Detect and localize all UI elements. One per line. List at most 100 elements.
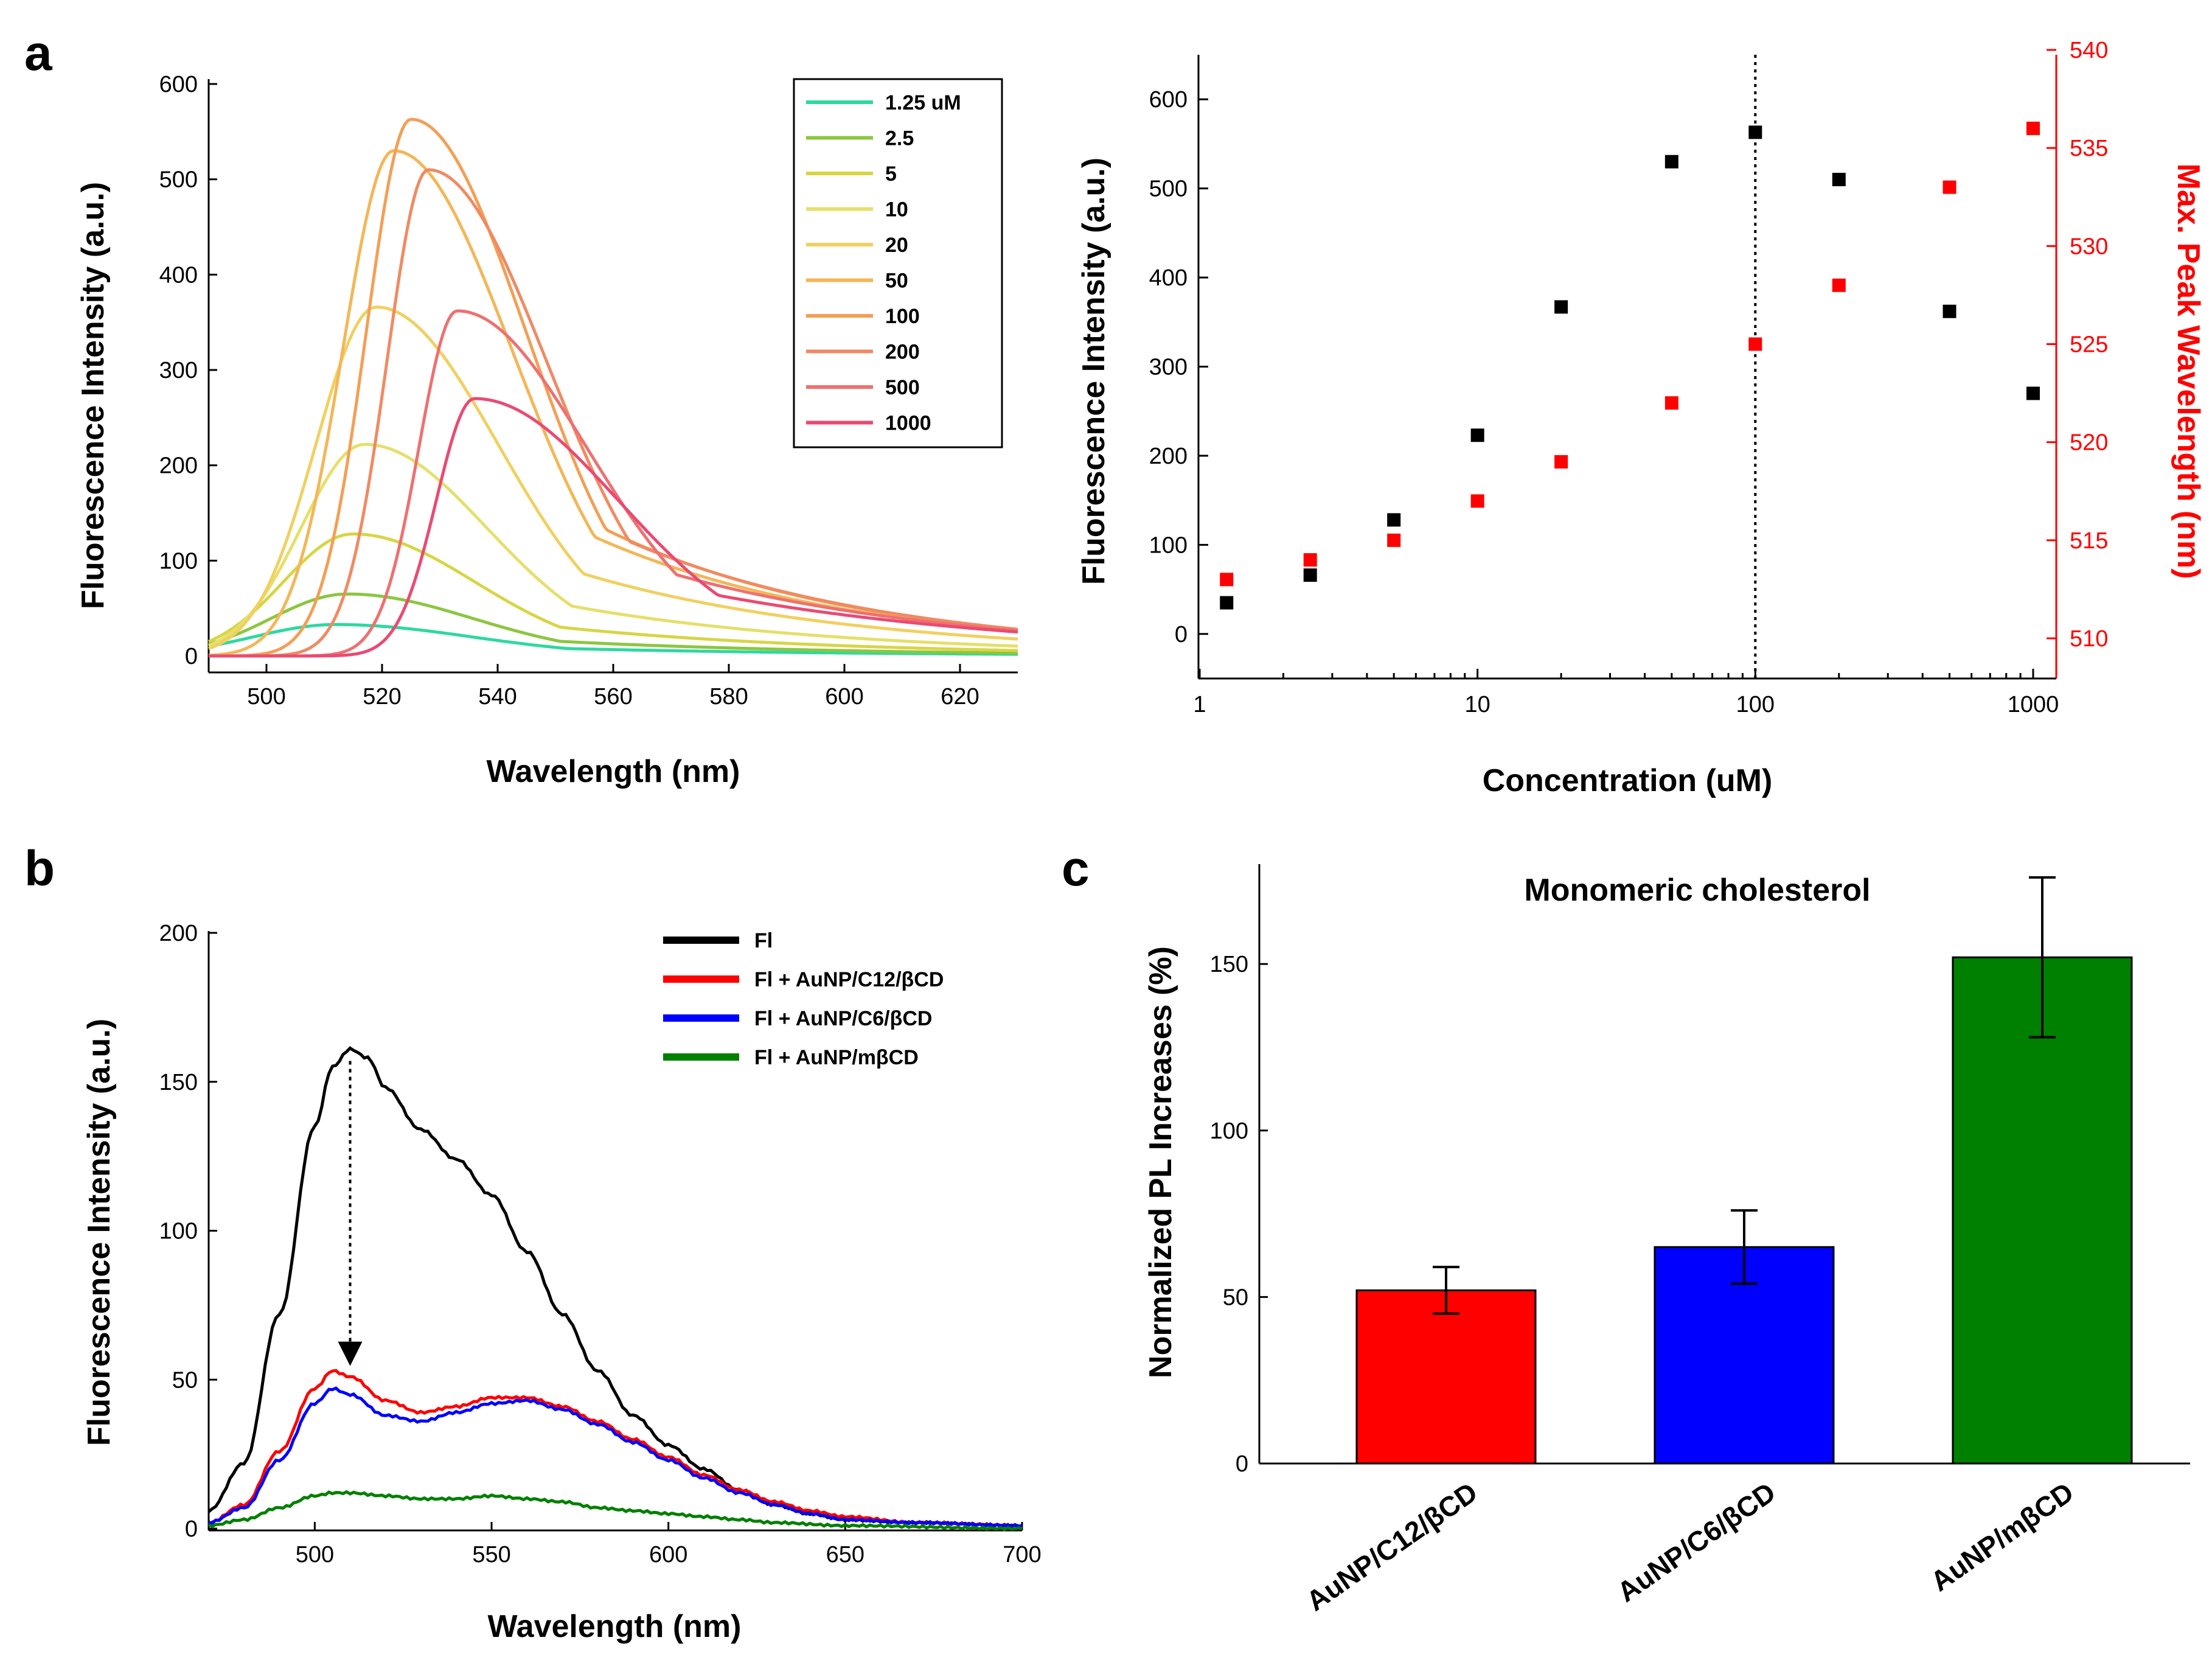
y-tick-label: 0 [185,1516,198,1542]
chart-title: Monomeric cholesterol [1524,873,1870,908]
y-tick-label: 150 [159,1070,198,1095]
y2-tick-label: 525 [2070,332,2108,358]
y-tick-label: 0 [1175,622,1188,647]
scatter-series [1220,55,2040,679]
wavelength-point [1748,337,1762,351]
legend-label-5: 50 [885,270,908,293]
y-axis-label: Fluorescence Intensity (a.u.) [82,1019,117,1446]
panel-c-bar-chart: 0 50 100 150 AuNP/C12/βCD AuNP/C6/βCD AuNP/mβC… [1143,864,2190,1617]
bar-0 [1355,1289,1537,1465]
y-tick-label: 50 [172,1367,198,1393]
y-tick-label: 100 [1210,1118,1248,1144]
x-tick-label: 520 [363,684,401,710]
y-tick-label: 100 [1149,532,1188,558]
y-tick-label: 50 [1223,1285,1248,1310]
legend-label-2: 5 [885,162,897,186]
intensity-point [1387,513,1401,527]
panel-label-a: a [24,26,53,81]
intensity-point [1470,428,1484,442]
legend-label-1: Fl + AuNP/C12/βCD [754,968,944,991]
category-label-1: AuNP/C6/βCD [1612,1476,1781,1608]
y-tick-label: 200 [159,453,198,479]
wavelength-point [1220,573,1234,587]
wavelength-point [1664,396,1678,410]
y-tick-label: 200 [1149,444,1188,469]
x-tick-label: 600 [649,1542,687,1568]
y-tick-label: 400 [1149,265,1188,291]
y-tick-label: 500 [159,167,198,193]
spectrum-line-3 [208,442,1018,648]
spectrum-line-8 [209,309,1018,658]
category-label-0: AuNP/C12/βCD [1301,1476,1483,1617]
wavelength-point [1554,455,1568,469]
x-axis-label: Wavelength (nm) [487,754,740,789]
bar-series [1355,876,2133,1465]
sample-legend: Fl Fl + AuNP/C12/βCD Fl + AuNP/C6/βCD Fl + … [663,929,944,1069]
y-tick-label: 400 [159,262,198,288]
y2-tick-label: 530 [2070,234,2108,259]
panel-label-c: c [1062,841,1090,896]
intensity-point [1942,304,1956,318]
x-tick-label: 580 [709,684,748,710]
spectrum-line-4 [208,305,1018,651]
y2-tick-label: 535 [2070,136,2108,161]
legend-label-6: 100 [885,305,920,328]
axis-ticks: 500 550 600 650 700 0 50 100 150 200 [159,921,1042,1568]
legend-label-0: 1.25 uM [885,91,961,114]
intensity-point [1554,300,1568,314]
x-tick-label: 600 [825,684,863,710]
x-tick-label: 500 [247,684,285,710]
y-tick-label: 500 [1149,176,1188,202]
x-tick-label: 540 [478,684,516,710]
x-tick-label: 700 [1003,1542,1041,1568]
x-tick-label: 1 [1193,692,1206,717]
axis-ticks: 1 10 100 1000 0 100 200 300 400 500 600 510 515 520 52… [1149,38,2109,717]
spectrum-line-2 [207,532,1018,652]
legend-label-2: Fl + AuNP/C6/βCD [754,1007,932,1030]
spectra-series [207,117,1018,658]
x-tick-label: 650 [826,1542,864,1568]
y-tick-label: 0 [185,644,198,669]
y-axis-label: Normalized PL Increases (%) [1143,946,1178,1378]
y-tick-label: 600 [159,72,198,97]
legend-label-7: 200 [885,341,920,364]
wavelength-point [2026,121,2040,135]
spectrum-line-0 [207,1046,1023,1528]
category-label-2: AuNP/mβCD [1925,1476,2079,1597]
y2-tick-label: 540 [2070,38,2108,63]
spectrum-line-2 [208,1386,1023,1529]
quench-arrow-head [338,1341,363,1366]
intensity-point [1664,155,1678,169]
intensity-point [2026,386,2040,400]
axis-ticks: 0 50 100 150 AuNP/C12/βCD AuNP/C6/βCD AuNP/mβC… [1210,952,2079,1617]
intensity-point [1220,596,1234,610]
x-tick-label: 500 [296,1542,334,1568]
y-tick-label: 150 [1210,952,1248,977]
panel-label-b: b [24,841,55,896]
legend-label-0: Fl [754,929,773,952]
panel-a-spectra-chart: 500 520 540 560 580 600 6200100200300400500600… [75,72,1018,789]
x-tick-label: 1000 [2008,692,2059,717]
y2-tick-label: 520 [2070,430,2108,456]
x-tick-label: 620 [941,684,979,710]
spectra-series [207,1046,1023,1532]
legend-label-1: 2.5 [885,127,914,150]
y-tick-label: 100 [159,548,198,574]
panel-b-spectra-chart: 500 550 600 650 700 0 50 100 150 200 Fl Fl + AuNP/… [82,921,1042,1644]
legend-label-3: Fl + AuNP/mβCD [754,1046,919,1069]
concentration-legend: 1.25 uM 2.5 5 10 20 50 100 200 500 1000 [793,78,1003,448]
y-tick-label: 300 [159,358,198,383]
x-axis-label: Concentration (uM) [1483,763,1773,798]
legend-label-8: 500 [885,376,920,399]
y-axis-label: Fluorescence Intensity (a.u.) [75,182,111,609]
x-tick-label: 10 [1465,692,1490,717]
wavelength-point [1942,180,1956,194]
wavelength-point [1832,278,1846,292]
legend-box [793,78,1003,448]
y2-tick-label: 510 [2070,626,2108,652]
intensity-point [1748,125,1762,139]
legend-label-3: 10 [885,198,908,222]
wavelength-point [1470,494,1484,508]
